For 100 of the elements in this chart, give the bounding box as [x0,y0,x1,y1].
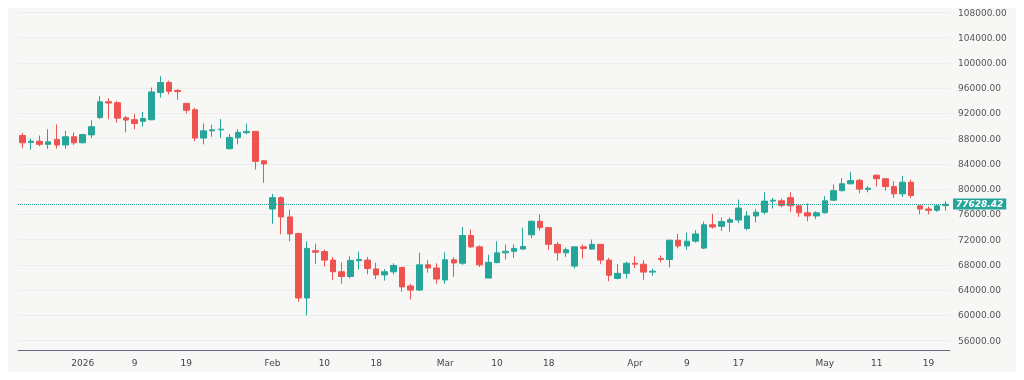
candlestick [407,283,414,301]
candlestick [882,177,889,192]
candlestick [623,261,630,279]
x-tick-label: 19 [922,357,935,368]
x-tick-label: 10 [318,357,331,368]
candlestick [390,262,397,275]
candlestick [485,254,492,279]
candlestick [545,227,552,251]
y-tick-label: 100000.00 [958,57,1007,68]
candlestick [614,263,621,280]
candlestick [847,171,854,185]
candlestick [744,210,750,231]
y-tick-label: 60000.00 [958,310,1002,321]
candlestick [235,128,241,145]
candlestick [373,262,379,280]
candlestick [640,259,647,281]
candlestick [804,202,811,222]
candlestick [675,233,681,249]
y-tick-label: 68000.00 [958,259,1002,270]
x-tick-label: Apr [627,357,644,368]
candlestick [304,240,310,316]
candlestick [166,80,172,96]
y-tick-label: 72000.00 [958,234,1002,245]
candlestick [442,251,448,285]
candlestick [338,261,345,285]
candlestick [727,217,733,233]
candlestick [899,175,906,198]
candlestick [105,97,112,120]
candlestick [494,240,500,264]
candlestick [295,232,302,303]
candlestick [364,256,371,275]
candlestick [658,254,664,263]
candlestick [433,262,440,285]
candlestick [261,159,267,184]
candlestick [148,87,155,121]
candlestick [356,251,362,271]
candlestick [28,138,34,151]
candlestick [873,173,880,188]
candlestick [856,178,863,194]
y-tick-label: 96000.00 [958,83,1002,94]
candlestick [209,124,215,138]
candlestick [88,119,95,139]
candlestick [468,229,474,249]
candlestick [606,257,612,282]
candlestick [252,130,259,171]
candlestick [19,132,26,149]
candlestick [502,243,509,260]
x-tick-label: Mar [436,357,454,368]
y-tick-label: 92000.00 [958,108,1002,119]
candlestick [649,268,656,277]
x-tick-label: 17 [732,357,745,368]
candlestick [537,213,543,232]
candlestick [839,177,845,192]
candlestick [54,123,60,150]
candlestick [140,111,146,128]
candlestick [381,268,388,282]
candlestick [830,183,837,202]
candlestick [218,118,224,139]
candlestick [554,241,561,262]
candlestick [520,227,526,251]
candlestick [528,220,535,239]
y-tick-label: 76000.00 [958,209,1002,220]
x-tick-label: 19 [180,357,193,368]
candlestick [476,244,483,268]
candlestick [891,180,897,199]
candlestick [45,128,51,150]
candlestick [589,239,595,251]
candlestick [97,95,103,120]
candlestick [709,213,716,230]
candlestick [459,226,466,266]
x-tick-label: 18 [543,357,555,368]
x-tick-label: 11 [870,357,883,368]
candlestick [753,208,759,223]
candlestick [131,113,138,130]
x-tick-label: May [815,357,835,368]
candlestick [684,232,690,251]
candlestick [865,185,871,193]
candlestick [925,205,932,215]
x-tick-label: 9 [683,357,690,368]
candlestick [425,259,431,274]
candlestick [157,75,164,99]
candlestick [399,266,405,293]
candlestick [416,252,423,292]
candlestick [123,115,129,133]
candlestick [813,210,820,220]
y-tick-label: 64000.00 [958,285,1002,296]
candlestick [563,246,569,258]
y-tick-label: 84000.00 [958,158,1002,169]
candlestick [192,107,198,142]
y-tick-label: 104000.00 [958,32,1007,43]
candlestick [330,256,336,281]
candlestick [692,229,699,244]
candlestick [597,243,604,265]
y-tick-label: 80000.00 [958,184,1002,195]
candlestick [580,243,587,260]
candlestick [243,123,250,135]
x-tick-label: 2026 [71,357,95,368]
candlestick [226,133,233,150]
candlestick [796,204,802,218]
candlestick [79,133,86,144]
